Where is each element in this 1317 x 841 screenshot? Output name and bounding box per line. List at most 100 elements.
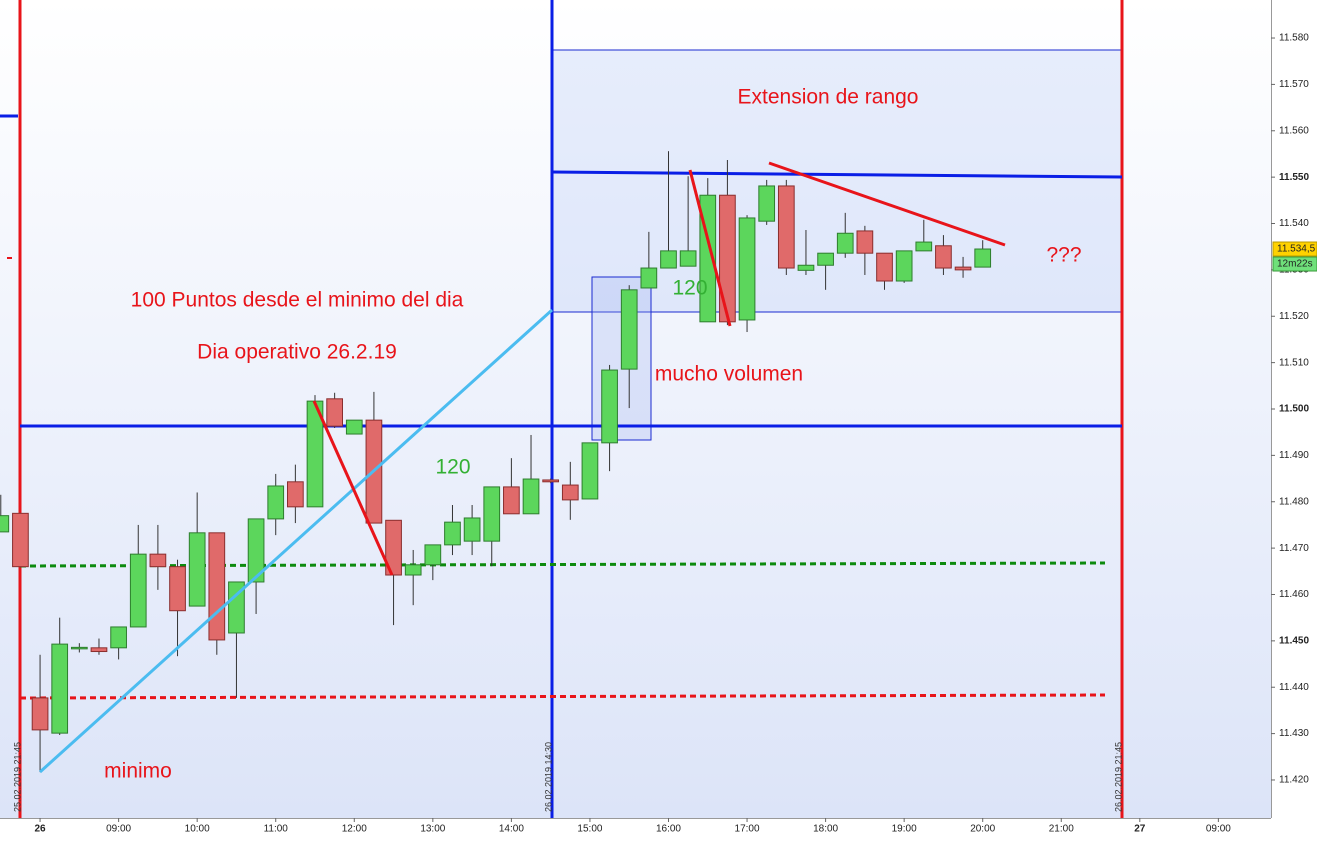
x-tick-label: 09:00 [1206, 824, 1231, 835]
candle-body [463, 517, 481, 542]
annotation: 100 Puntos desde el minimo del dia [131, 289, 464, 312]
x-tick-label: 15:00 [577, 824, 602, 835]
candle-body [385, 519, 402, 576]
candle-body [777, 185, 795, 269]
y-tick-label: 11.420 [1279, 775, 1309, 786]
candles [0, 151, 992, 773]
x-tick-label: 11:00 [264, 824, 289, 835]
x-tick-label: 12:00 [342, 824, 367, 835]
timer-label: 12m22s [1277, 259, 1313, 270]
candle-body [738, 217, 756, 321]
x-tick-label: 26 [34, 824, 46, 835]
annotation: ??? [1046, 244, 1081, 267]
candle-body [110, 626, 127, 649]
candle-body [51, 643, 69, 734]
y-tick-label: 11.470 [1279, 543, 1309, 554]
x-tick-label: 21:00 [1049, 824, 1074, 835]
candle-body [954, 266, 972, 271]
session-label: 26.02.2019 14:30 [543, 742, 553, 812]
candle-body [228, 581, 245, 634]
candle-body [974, 248, 992, 268]
trend-line [768, 161, 1006, 247]
y-tick-label: 11.580 [1279, 33, 1309, 44]
x-tick-label: 13:00 [420, 824, 445, 835]
y-tick-label: 11.490 [1279, 450, 1309, 461]
x-tick-label: 17:00 [735, 824, 760, 835]
x-tick-label: 09:00 [106, 824, 131, 835]
level-line [19, 693, 1106, 700]
x-tick-label: 18:00 [813, 824, 838, 835]
candle-body [326, 398, 343, 427]
last-price-label: 11.534,5 [1277, 244, 1316, 255]
x-tick-label: 10:00 [185, 824, 210, 835]
candle-body [31, 697, 49, 731]
candle-body [836, 232, 854, 254]
overlays [38, 161, 1006, 774]
candle-body [424, 544, 442, 566]
y-tick-label: 11.450 [1279, 636, 1309, 647]
candle-body [620, 289, 638, 370]
annotation: minimo [104, 760, 172, 783]
candle-body [817, 252, 834, 266]
candle-body [895, 250, 913, 282]
candle-body [149, 553, 167, 568]
candle-body [915, 241, 933, 252]
x-tick-label: 14:00 [499, 824, 524, 835]
candle-body [601, 369, 618, 444]
session-label: 26.02.2019 21:45 [1113, 742, 1123, 812]
annotation: 120 [672, 277, 707, 300]
candle-body [444, 521, 461, 546]
y-tick-label: 11.460 [1279, 589, 1309, 600]
trend-line [312, 400, 394, 576]
candle-body [12, 512, 29, 568]
y-tick-label: 11.430 [1279, 728, 1309, 739]
candle-body [581, 442, 599, 500]
x-tick-label: 20:00 [970, 824, 995, 835]
y-tick-label: 11.480 [1279, 496, 1309, 507]
candle-body [70, 646, 88, 650]
session-label: 25.02.2019 21:45 [12, 742, 22, 812]
candle-body [503, 486, 520, 515]
y-tick-label: 11.540 [1279, 218, 1309, 229]
x-tick-label: 27 [1134, 824, 1146, 835]
candle-body [679, 250, 697, 267]
candle-body [287, 481, 304, 508]
candle-body [856, 230, 874, 254]
candle-body [90, 647, 108, 653]
candle-body [404, 564, 422, 576]
price-axis [1271, 0, 1317, 836]
candle-body [542, 479, 560, 483]
candle-body [522, 478, 540, 515]
candle-body [640, 267, 658, 289]
y-tick-label: 11.500 [1279, 404, 1309, 415]
candle-body [758, 185, 776, 222]
y-tick-label: 11.550 [1279, 172, 1309, 183]
y-tick-label: 11.560 [1279, 125, 1309, 136]
plot-background [0, 0, 1271, 818]
annotation: 120 [435, 456, 470, 479]
candle-body [247, 518, 265, 583]
candle-body [169, 566, 186, 612]
candle-body [188, 532, 206, 607]
candle-body [483, 486, 501, 542]
y-tick-label: 11.510 [1279, 357, 1309, 368]
annotation: mucho volumen [655, 363, 803, 386]
x-tick-label: 19:00 [892, 824, 917, 835]
candle-body [129, 553, 147, 628]
candle-body [267, 485, 285, 520]
trend-line [688, 169, 732, 327]
candle-body [876, 252, 893, 282]
y-tick-label: 11.520 [1279, 311, 1309, 322]
timer-tag [1272, 256, 1317, 272]
level-line [551, 170, 1123, 179]
last-price-tag [1272, 241, 1317, 257]
candle-body [797, 264, 815, 271]
candle-body [660, 250, 677, 269]
annotation: Extension de rango [738, 86, 919, 109]
x-tick-label: 16:00 [656, 824, 681, 835]
candle-body [935, 245, 952, 269]
y-tick-label: 11.570 [1279, 79, 1309, 90]
y-tick-label: 11.440 [1279, 682, 1309, 693]
candle-body [208, 532, 226, 641]
